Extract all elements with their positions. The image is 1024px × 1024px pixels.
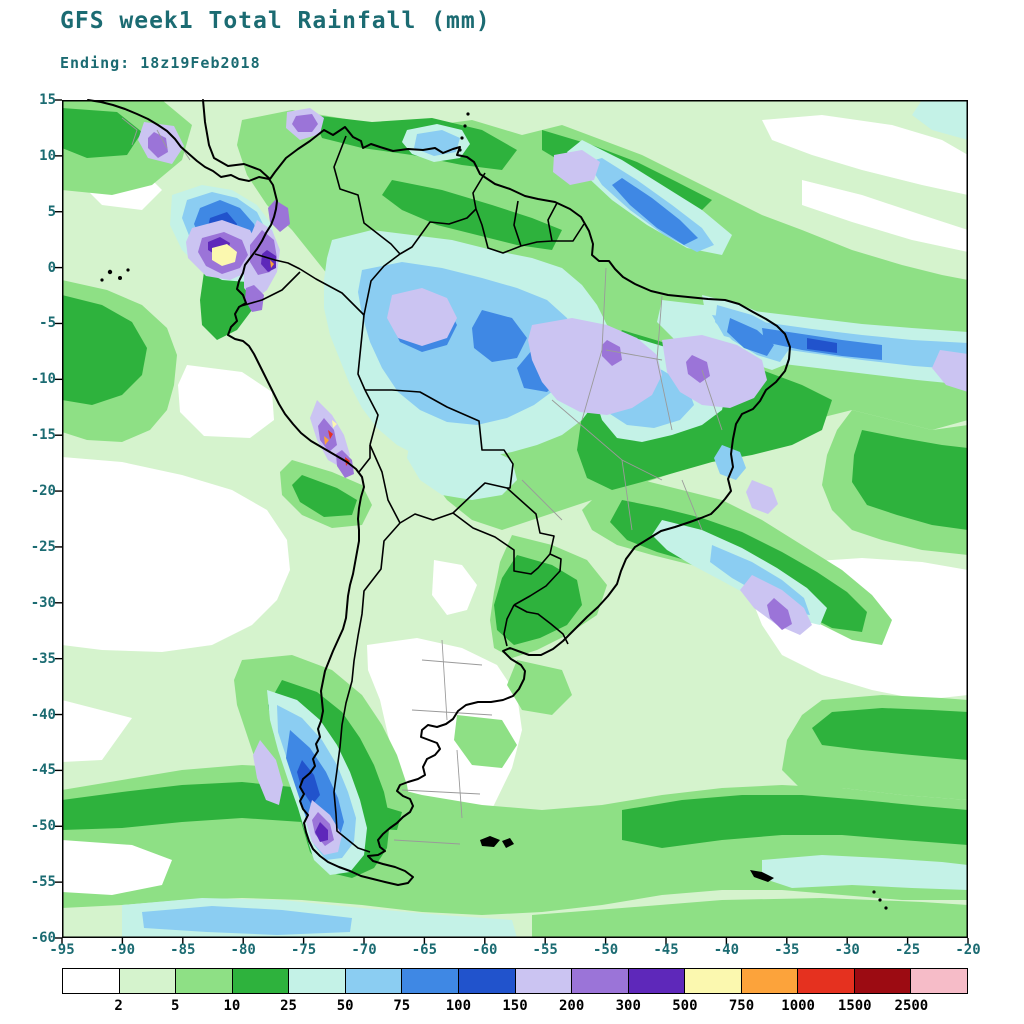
lon-tick-label: -45 — [653, 942, 679, 958]
legend-tick-label: 750 — [728, 998, 755, 1014]
lon-tick-label: -30 — [834, 942, 860, 958]
coastline — [87, 99, 791, 886]
lat-tick-label: 10 — [39, 147, 56, 164]
lat-tick-label: -30 — [30, 594, 56, 611]
legend-tick-label: 100 — [445, 998, 472, 1014]
legend-color-cell — [685, 969, 742, 993]
legend-color-cell — [289, 969, 346, 993]
legend-color-cell — [515, 969, 573, 993]
legend-color-cell — [458, 969, 516, 993]
legend-tick-label: 10 — [223, 998, 241, 1014]
lon-tick-label: -65 — [411, 942, 438, 958]
legend-color-cell — [345, 969, 403, 993]
legend-tick-label: 150 — [502, 998, 528, 1014]
lon-tick-label: -20 — [955, 942, 981, 958]
legend-tick-label: 1500 — [837, 998, 872, 1014]
legend-color-cell — [402, 969, 459, 993]
lon-tick-label: -25 — [894, 942, 921, 958]
rainfall-field — [62, 100, 968, 938]
lat-tick-label: -40 — [30, 706, 56, 723]
legend-color-cell — [741, 969, 799, 993]
legend-tick-label: 2500 — [894, 998, 929, 1014]
lon-tick-label: -80 — [230, 942, 256, 958]
lat-tick-label: -45 — [30, 762, 56, 779]
map-border — [62, 100, 968, 938]
legend-tick-label: 5 — [171, 998, 180, 1014]
lon-tick-label: -95 — [49, 942, 75, 958]
legend-colorbar — [62, 968, 968, 994]
lat-tick-label: 5 — [47, 203, 56, 220]
legend-tick-label: 1000 — [781, 998, 815, 1014]
legend-tick-label: 200 — [558, 998, 585, 1014]
lat-tick-label: -35 — [30, 650, 56, 667]
lon-tick-label: -50 — [592, 942, 619, 958]
legend-color-cell — [572, 969, 629, 993]
page-subtitle: Ending: 18z19Feb2018 — [60, 54, 261, 72]
lon-tick-label: -40 — [713, 942, 740, 958]
lat-tick-label: 0 — [47, 259, 56, 276]
legend-color-cell — [63, 969, 120, 993]
legend-color-cell — [176, 969, 233, 993]
lat-tick-label: -5 — [39, 315, 56, 332]
legend-tick-label: 75 — [393, 998, 411, 1014]
legend-color-cell — [798, 969, 855, 993]
lon-tick-label: -35 — [774, 942, 800, 958]
lat-tick-label: -25 — [30, 538, 56, 555]
map-frame — [55, 99, 969, 945]
country-borders — [240, 135, 585, 853]
lat-tick-label: -15 — [30, 427, 56, 444]
lon-tick-label: -60 — [472, 942, 498, 958]
legend-color-cell — [911, 969, 967, 993]
lat-tick-label: -10 — [30, 371, 56, 388]
lat-tick-label: 15 — [39, 92, 56, 108]
legend-tick-label: 500 — [672, 998, 698, 1014]
axis-ticks — [55, 99, 969, 945]
islands — [100, 112, 888, 910]
legend-tick-label: 25 — [280, 998, 297, 1014]
page-title: GFS week1 Total Rainfall (mm) — [60, 8, 491, 34]
rainfall-map — [55, 99, 969, 945]
lon-tick-label: -85 — [170, 942, 196, 958]
lon-tick-label: -75 — [290, 942, 317, 958]
legend-color-cell — [232, 969, 290, 993]
legend-tick-label: 300 — [615, 998, 641, 1014]
lon-tick-label: -90 — [109, 942, 136, 958]
legend-color-cell — [854, 969, 912, 993]
longitude-axis: -95 -90 -85 -80 -75 -70 -65 -60 -55 -50 -45 -40 -35 -… — [49, 942, 980, 962]
lat-tick-label: -20 — [30, 483, 56, 500]
lat-tick-label: -50 — [30, 818, 56, 835]
lat-tick-label: -60 — [30, 930, 56, 946]
legend-color-cell — [119, 969, 177, 993]
legend-color-cell — [628, 969, 686, 993]
lat-tick-label: -55 — [30, 874, 56, 891]
legend-tick-label: 50 — [336, 998, 354, 1014]
lon-tick-label: -55 — [532, 942, 558, 958]
state-borders — [121, 117, 723, 845]
legend-tick-label: 2 — [114, 998, 123, 1014]
latitude-axis: 15 10 5 0 -5 -10 -15 -20 -25 -30 -35 -40 -45 -50 -55 -6… — [12, 92, 56, 946]
legend-labels: 2 5 10 25 50 75 100 150 200 300 500 750 1000 1500 2500 — [62, 998, 968, 1016]
lon-tick-label: -70 — [351, 942, 377, 958]
